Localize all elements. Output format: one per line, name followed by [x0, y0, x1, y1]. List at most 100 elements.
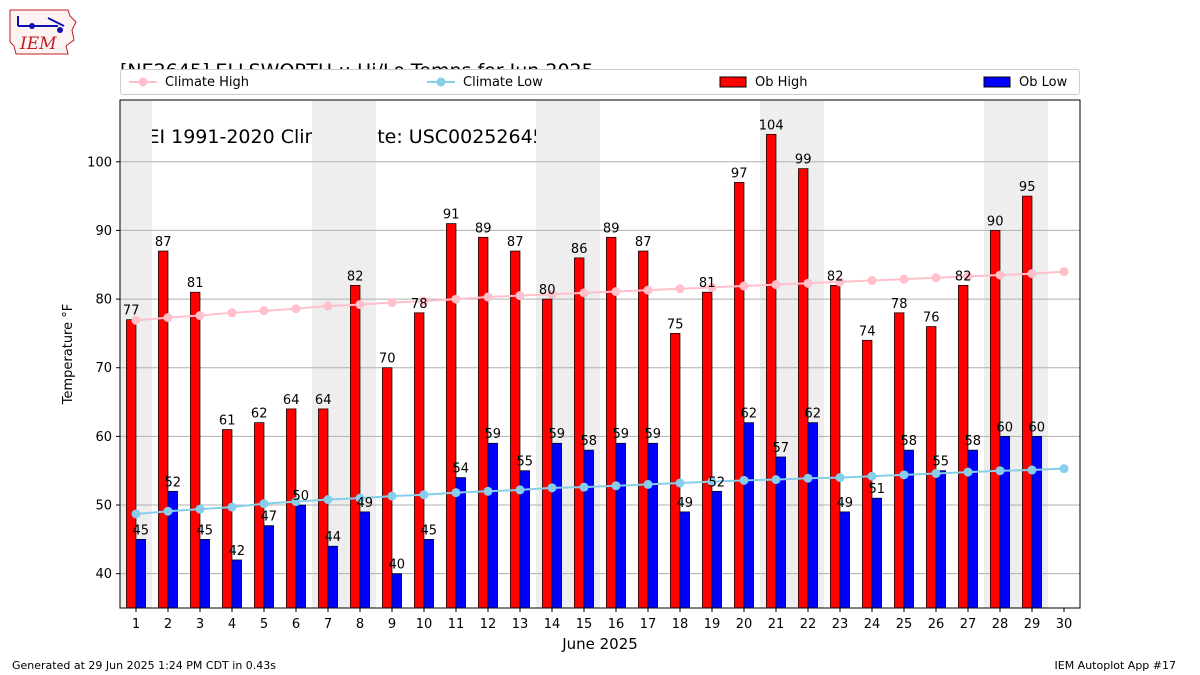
- ob-low-label: 55: [933, 455, 950, 470]
- x-tick-label: 4: [228, 617, 236, 632]
- climate-low-point: [579, 482, 589, 492]
- ob-high-label: 61: [219, 414, 236, 429]
- ob-high-label: 90: [987, 214, 1004, 229]
- climate-low-point: [387, 491, 397, 501]
- ob-high-label: 64: [283, 393, 300, 408]
- ob-low-label: 50: [293, 489, 310, 504]
- climate-high-point: [547, 289, 557, 299]
- ob-high-label: 75: [667, 317, 684, 332]
- ob-high-label: 91: [443, 208, 460, 223]
- ob-low-label: 62: [741, 407, 758, 422]
- climate-low-point: [835, 473, 845, 483]
- x-tick-label: 20: [736, 617, 753, 632]
- x-tick-label: 24: [864, 617, 881, 632]
- climate-high-point: [963, 271, 973, 281]
- ob-high-bar: [1022, 195, 1033, 609]
- ob-low-bar: [999, 436, 1010, 609]
- iem-logo: IEM: [8, 6, 80, 58]
- ob-high-label: 86: [571, 242, 588, 257]
- ob-low-bar: [807, 422, 818, 609]
- y-tick-label: 50: [95, 499, 112, 514]
- ob-high-bar: [894, 312, 905, 609]
- climate-low-point: [291, 497, 301, 507]
- x-tick-label: 10: [416, 617, 433, 632]
- ob-low-label: 51: [869, 482, 886, 497]
- app-credit: IEM Autoplot App #17: [1054, 659, 1177, 672]
- climate-high-point: [291, 304, 301, 314]
- ob-low-label: 49: [837, 496, 854, 511]
- climate-high-point: [707, 282, 717, 292]
- climate-low-point: [483, 486, 493, 496]
- x-axis-label: June 2025: [561, 635, 638, 653]
- x-tick-label: 9: [388, 617, 396, 632]
- x-tick-label: 2: [164, 617, 172, 632]
- ob-low-bar: [455, 477, 466, 609]
- x-tick-label: 19: [704, 617, 721, 632]
- climate-low-point: [771, 475, 781, 485]
- ob-low-bar: [327, 545, 338, 609]
- climate-low-point: [963, 467, 973, 477]
- climate-low-point: [899, 470, 909, 480]
- plot-frame: [119, 99, 1081, 609]
- ob-low-label: 59: [613, 427, 630, 442]
- ob-low-bar: [583, 449, 594, 609]
- ob-low-label: 44: [325, 530, 342, 545]
- climate-high-point: [259, 306, 269, 316]
- climate-high-point: [355, 300, 365, 310]
- x-tick-label: 27: [960, 617, 977, 632]
- climate-high-point: [515, 291, 525, 301]
- x-tick-label: 13: [512, 617, 529, 632]
- climate-high-point: [163, 313, 173, 323]
- x-tick-label: 21: [768, 617, 785, 632]
- climate-low-point: [739, 475, 749, 485]
- ob-low-label: 49: [677, 496, 694, 511]
- ob-high-label: 82: [347, 269, 364, 284]
- climate-high-point: [1059, 267, 1069, 277]
- ob-high-bar: [574, 257, 585, 609]
- climate-high-point: [1027, 269, 1037, 279]
- ob-low-label: 57: [773, 441, 790, 456]
- ob-low-label: 59: [549, 427, 566, 442]
- ob-low-bar: [743, 422, 754, 609]
- climate-high-point: [323, 301, 333, 311]
- climate-high-point: [675, 284, 685, 294]
- climate-low-point: [419, 490, 429, 500]
- legend-item-climate-high: Climate High: [129, 70, 249, 94]
- chart-legend: Climate High Climate Low Ob High Ob Low: [120, 69, 1080, 95]
- climate-low-point: [611, 481, 621, 491]
- ob-high-label: 76: [923, 311, 940, 326]
- ob-high-bar: [318, 408, 329, 609]
- climate-low-point: [515, 485, 525, 495]
- ob-low-label: 58: [581, 434, 598, 449]
- climate-low-point: [451, 488, 461, 498]
- y-axis-label: Temperature °F: [61, 304, 76, 405]
- climate-low-point: [675, 478, 685, 488]
- ob-high-label: 78: [411, 297, 428, 312]
- legend-blue-swatch-icon: [983, 76, 1011, 88]
- climate-high-point: [867, 276, 877, 286]
- ob-high-label: 89: [603, 221, 620, 236]
- x-tick-label: 8: [356, 617, 364, 632]
- ob-low-bar: [935, 470, 946, 609]
- ob-high-bar: [190, 291, 201, 609]
- ob-high-bar: [990, 230, 1001, 609]
- x-tick-label: 30: [1056, 617, 1073, 632]
- ob-high-label: 89: [475, 221, 492, 236]
- x-tick-label: 1: [132, 617, 140, 632]
- ob-high-label: 81: [699, 276, 716, 291]
- legend-line-marker-icon: [427, 77, 455, 87]
- ob-low-label: 58: [965, 434, 982, 449]
- climate-high-point: [451, 294, 461, 304]
- climate-low-point: [131, 509, 141, 519]
- ob-low-label: 40: [389, 558, 406, 573]
- ob-high-label: 62: [251, 407, 268, 422]
- ob-high-bar: [414, 312, 425, 609]
- ob-low-bar: [487, 442, 498, 609]
- climate-low-point: [163, 506, 173, 516]
- ob-low-label: 45: [421, 523, 438, 538]
- ob-low-label: 52: [165, 475, 182, 490]
- x-tick-label: 7: [324, 617, 332, 632]
- climate-high-point: [387, 298, 397, 308]
- ob-high-label: 87: [155, 235, 172, 250]
- ob-high-bar: [286, 408, 297, 609]
